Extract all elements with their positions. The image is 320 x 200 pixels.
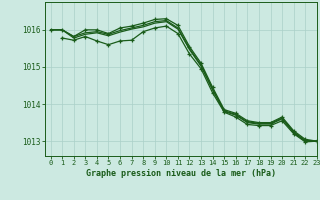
X-axis label: Graphe pression niveau de la mer (hPa): Graphe pression niveau de la mer (hPa): [86, 169, 276, 178]
